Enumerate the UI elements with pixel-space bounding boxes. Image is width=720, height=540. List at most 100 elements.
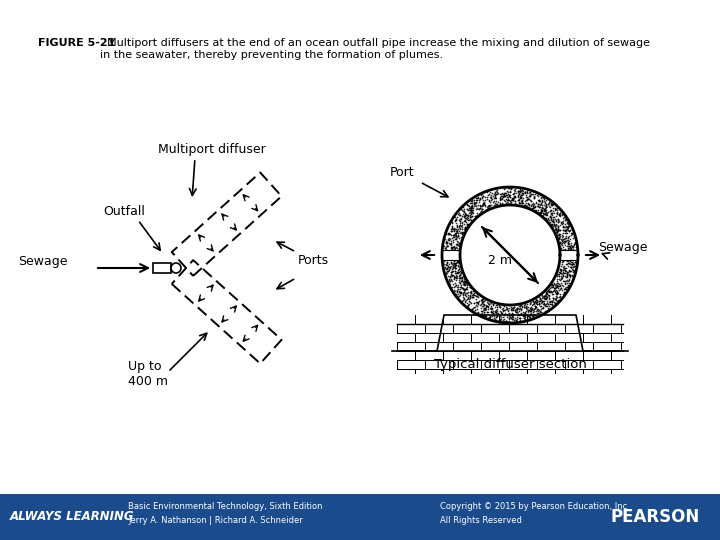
Point: [559, 276, 571, 285]
Point: [514, 198, 526, 207]
Point: [513, 189, 524, 198]
Point: [559, 237, 571, 245]
Point: [535, 200, 546, 208]
Point: [459, 222, 471, 231]
Point: [451, 212, 463, 221]
Point: [534, 203, 545, 212]
Point: [555, 265, 567, 273]
Point: [544, 287, 556, 296]
Point: [519, 312, 531, 321]
Point: [447, 280, 459, 288]
Point: [449, 233, 460, 241]
Point: [495, 190, 506, 198]
Point: [503, 313, 514, 322]
Point: [510, 188, 521, 197]
Point: [555, 269, 567, 278]
Point: [469, 200, 480, 209]
Point: [546, 281, 557, 289]
Point: [454, 229, 466, 238]
Point: [459, 276, 470, 285]
Point: [487, 305, 498, 313]
Point: [487, 299, 498, 308]
Point: [444, 240, 456, 248]
Point: [570, 254, 582, 262]
Point: [455, 282, 467, 291]
Point: [464, 286, 476, 295]
Point: [446, 254, 458, 262]
Point: [564, 256, 575, 265]
Point: [520, 302, 531, 310]
Point: [446, 251, 457, 259]
Point: [557, 233, 568, 241]
Point: [554, 293, 565, 301]
Point: [450, 248, 462, 257]
Point: [549, 287, 561, 296]
Point: [513, 187, 524, 195]
Point: [470, 199, 482, 208]
Point: [464, 290, 475, 299]
Point: [472, 309, 484, 318]
Point: [568, 232, 580, 241]
Point: [536, 292, 548, 301]
Point: [562, 272, 573, 280]
Point: [502, 191, 513, 199]
Point: [565, 252, 577, 261]
Point: [461, 220, 472, 228]
Point: [466, 207, 477, 216]
Point: [494, 314, 505, 323]
Point: [501, 313, 513, 322]
Point: [540, 299, 552, 308]
Point: [484, 312, 495, 321]
Point: [441, 230, 452, 239]
Point: [446, 227, 458, 235]
Point: [449, 245, 461, 254]
Point: [502, 196, 513, 205]
Point: [451, 239, 463, 248]
Point: [562, 224, 574, 232]
Point: [485, 307, 497, 316]
Point: [534, 293, 546, 302]
Point: [535, 301, 546, 310]
Point: [478, 304, 490, 313]
Point: [451, 248, 463, 257]
Point: [521, 302, 532, 311]
Point: [485, 303, 496, 312]
Point: [528, 193, 539, 201]
Point: [504, 193, 516, 201]
Point: [543, 198, 554, 206]
Point: [451, 247, 462, 256]
Point: [555, 284, 567, 293]
Point: [551, 209, 562, 218]
Point: [441, 238, 453, 247]
Point: [524, 191, 536, 199]
Point: [475, 207, 487, 215]
Point: [542, 300, 554, 308]
Point: [549, 294, 561, 303]
Point: [456, 205, 467, 214]
Point: [445, 241, 456, 249]
Point: [459, 298, 471, 306]
Point: [470, 195, 482, 204]
Point: [530, 198, 541, 206]
Point: [445, 262, 456, 271]
Point: [454, 287, 465, 296]
Point: [560, 215, 572, 224]
Point: [440, 252, 451, 261]
Point: [472, 194, 484, 202]
Point: [557, 273, 568, 281]
Point: [489, 191, 500, 200]
Point: [442, 236, 454, 245]
Point: [539, 206, 550, 214]
Point: [508, 310, 519, 319]
Point: [558, 285, 570, 294]
Point: [484, 299, 495, 308]
Point: [442, 266, 454, 275]
Point: [450, 232, 462, 240]
Point: [546, 294, 558, 302]
Point: [549, 287, 560, 296]
Point: [531, 298, 542, 306]
Point: [557, 231, 568, 240]
Point: [501, 317, 513, 326]
Point: [498, 192, 510, 201]
Point: [544, 298, 555, 307]
